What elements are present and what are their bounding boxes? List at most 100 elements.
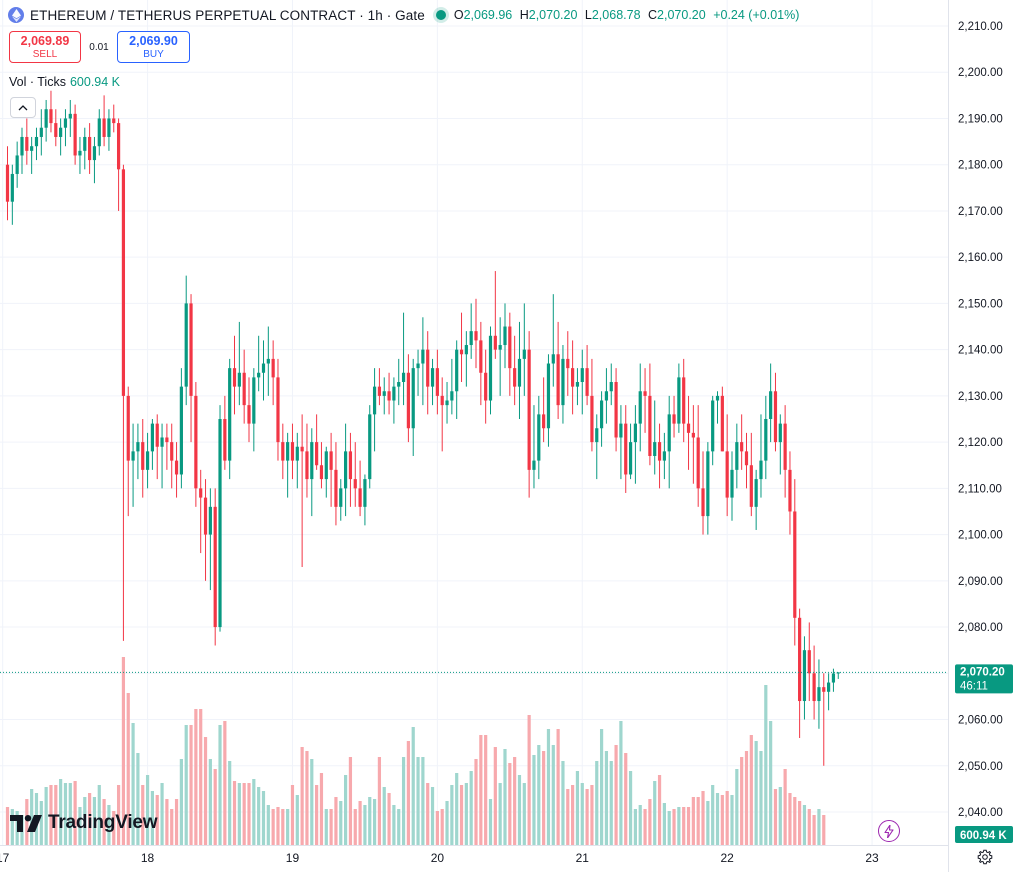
candle-body[interactable] (542, 414, 546, 429)
candle-body[interactable] (585, 368, 589, 396)
candle-body[interactable] (599, 400, 604, 429)
candle-body[interactable] (247, 405, 251, 424)
candle-body[interactable] (401, 372, 406, 383)
candle-body[interactable] (300, 446, 304, 452)
sell-button[interactable]: 2,069.89 SELL (9, 31, 81, 63)
candle-body[interactable] (817, 687, 821, 702)
candle-body[interactable] (406, 372, 410, 429)
candle-body[interactable] (126, 395, 130, 461)
candle-body[interactable] (334, 469, 338, 507)
symbol-title[interactable]: ETHEREUM / TETHERUS PERPETUAL CONTRACT ·… (30, 7, 425, 23)
candle-body[interactable] (479, 340, 483, 373)
candle-body[interactable] (493, 335, 497, 350)
candle-body[interactable] (657, 442, 662, 461)
candle-body[interactable] (532, 460, 536, 470)
candle-body[interactable] (63, 118, 68, 128)
candle-body[interactable] (749, 465, 753, 507)
candle-body[interactable] (812, 673, 816, 702)
candle-body[interactable] (305, 451, 309, 480)
candle-body[interactable] (416, 363, 420, 369)
candle-body[interactable] (498, 345, 502, 350)
candle-body[interactable] (503, 326, 507, 346)
candle-body[interactable] (377, 386, 382, 396)
candle-body[interactable] (773, 391, 778, 443)
candle-body[interactable] (34, 136, 39, 147)
candle-body[interactable] (295, 446, 299, 461)
candle-body[interactable] (54, 123, 58, 137)
candle-body[interactable] (469, 331, 473, 346)
candle-body[interactable] (682, 377, 686, 424)
candle-body[interactable] (648, 395, 652, 456)
candle-body[interactable] (252, 377, 256, 424)
candle-body[interactable] (590, 395, 594, 443)
candle-body[interactable] (537, 414, 541, 461)
candle-body[interactable] (382, 391, 386, 396)
candle-body[interactable] (551, 354, 555, 364)
candle-body[interactable] (561, 358, 565, 406)
candle-body[interactable] (566, 358, 570, 369)
candle-body[interactable] (445, 400, 449, 406)
candle-body[interactable] (744, 451, 749, 466)
candle-body[interactable] (508, 326, 512, 369)
candle-body[interactable] (701, 488, 705, 517)
candle-body[interactable] (571, 368, 575, 387)
candle-body[interactable] (73, 113, 77, 156)
candle-body[interactable] (459, 349, 464, 355)
candle-body[interactable] (488, 335, 493, 401)
candle-body[interactable] (672, 414, 676, 424)
candle-body[interactable] (686, 423, 691, 433)
candle-body[interactable] (271, 358, 275, 378)
candle-body[interactable] (310, 442, 314, 480)
candle-body[interactable] (136, 442, 140, 452)
candle-body[interactable] (604, 391, 609, 401)
candle-body[interactable] (696, 437, 700, 489)
candle-body[interactable] (199, 488, 203, 498)
candle-body[interactable] (546, 363, 551, 429)
candle-body[interactable] (778, 423, 782, 443)
candle-body[interactable] (107, 118, 111, 137)
candle-body[interactable] (232, 368, 237, 387)
candle-body[interactable] (667, 414, 671, 452)
candle-body[interactable] (276, 377, 280, 443)
candle-body[interactable] (102, 118, 106, 137)
candle-body[interactable] (807, 650, 811, 674)
candle-body[interactable] (5, 164, 10, 202)
candle-body[interactable] (131, 451, 135, 461)
candle-body[interactable] (715, 395, 720, 401)
tradingview-logo[interactable]: TradingView (10, 812, 158, 834)
candle-body[interactable] (83, 136, 87, 151)
candle-body[interactable] (68, 113, 72, 119)
candle-body[interactable] (319, 465, 324, 480)
candle-body[interactable] (740, 442, 744, 452)
candle-body[interactable] (170, 442, 174, 461)
candle-body[interactable] (208, 506, 212, 535)
candle-body[interactable] (324, 451, 328, 480)
candle-body[interactable] (662, 451, 666, 461)
candle-body[interactable] (822, 687, 826, 692)
candle-body[interactable] (411, 368, 415, 429)
candle-body[interactable] (619, 423, 623, 438)
candle-body[interactable] (329, 451, 333, 470)
candle-body[interactable] (165, 437, 169, 443)
bolt-icon[interactable] (878, 820, 900, 842)
candle-body[interactable] (92, 146, 97, 161)
candle-body[interactable] (315, 442, 319, 466)
candle-body[interactable] (218, 419, 222, 628)
candle-body[interactable] (628, 442, 633, 475)
candle-body[interactable] (20, 136, 24, 156)
candle-body[interactable] (513, 368, 517, 387)
candle-body[interactable] (426, 349, 430, 387)
candle-body[interactable] (783, 423, 787, 470)
candle-body[interactable] (339, 488, 343, 507)
candle-body[interactable] (179, 386, 183, 475)
candle-body[interactable] (237, 372, 241, 387)
candle-body[interactable] (145, 451, 150, 470)
candle-body[interactable] (160, 437, 164, 447)
candle-body[interactable] (88, 136, 92, 161)
candle-body[interactable] (725, 451, 729, 498)
candle-body[interactable] (633, 423, 637, 443)
buy-button[interactable]: 2,069.90 BUY (117, 31, 190, 63)
candle-body[interactable] (223, 419, 227, 461)
candle-body[interactable] (194, 395, 198, 489)
candle-body[interactable] (653, 442, 657, 456)
